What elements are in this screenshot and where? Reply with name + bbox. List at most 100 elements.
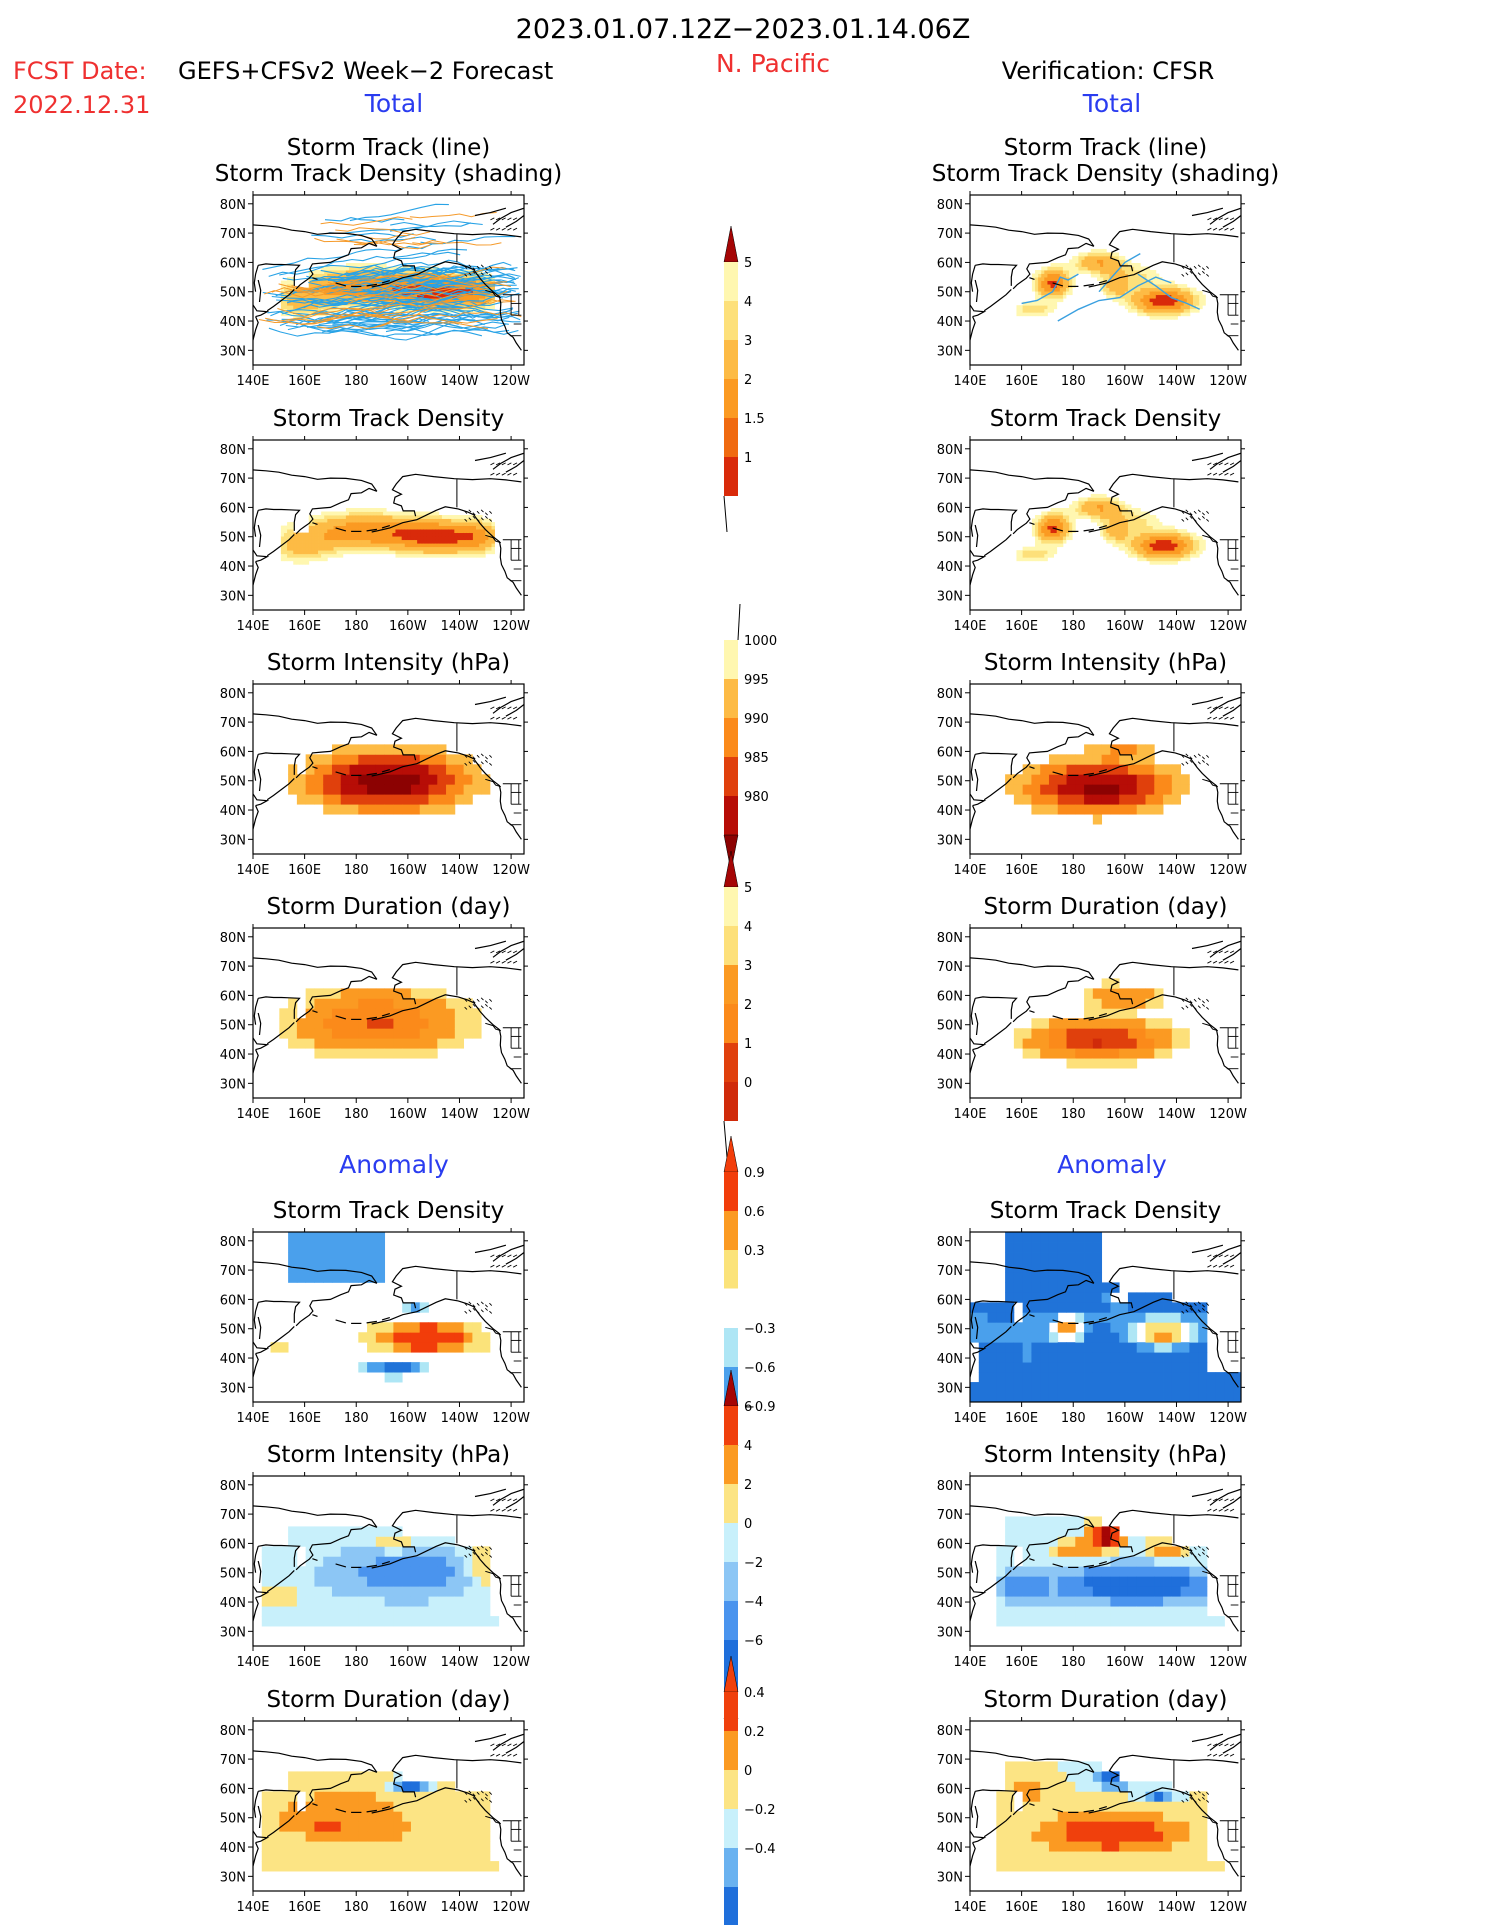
y-tick-label: 30N <box>937 344 963 359</box>
storm-track <box>303 298 457 311</box>
x-tick-label: 180 <box>1061 374 1086 389</box>
storm-track <box>367 283 517 302</box>
colorbar-swatch <box>724 679 738 718</box>
field-va_dur <box>996 1761 1225 1872</box>
y-tick-label: 70N <box>220 960 246 975</box>
storm-track <box>345 259 488 277</box>
colorbar-upper-arrow <box>723 225 739 263</box>
colorbar-label: −4 <box>744 1595 763 1610</box>
colorbar-cb_density: 5 4 3 2 1.5 1 <box>723 225 765 533</box>
colorbar-label: −2 <box>744 1556 763 1571</box>
colorbar-label: 0.9 <box>744 1166 765 1181</box>
colorbar-label: −6 <box>744 1634 763 1649</box>
colorbar-swatch <box>724 965 738 1004</box>
storm-track <box>372 269 514 282</box>
colorbar-cb_anom_int: 6 4 2 0 −2 −4 −6 <box>723 1369 763 1755</box>
y-tick-label: 50N <box>220 1812 246 1827</box>
y-tick-label: 80N <box>937 1479 963 1494</box>
storm-track <box>349 236 436 243</box>
y-tick-label: 70N <box>937 1508 963 1523</box>
colorbar-swatch <box>724 718 738 757</box>
storm-track <box>308 267 470 289</box>
y-tick-label: 40N <box>220 804 246 819</box>
y-tick-label: 60N <box>937 501 963 516</box>
x-tick-label: 140W <box>441 1900 479 1915</box>
coastline-va_dens <box>970 1244 1241 1388</box>
panel-title: Storm Duration (day) <box>267 894 511 920</box>
colorbar-swatch <box>724 1887 738 1925</box>
map-frame <box>252 1720 525 1892</box>
x-tick-label: 140E <box>953 1107 986 1122</box>
map-frame <box>252 683 525 855</box>
x-tick-label: 120W <box>492 1900 530 1915</box>
storm-track <box>262 243 433 270</box>
storm-track <box>291 281 508 294</box>
y-tick-label: 30N <box>220 589 246 604</box>
panel-title: Storm Duration (day) <box>984 1687 1228 1713</box>
y-tick-label: 70N <box>937 472 963 487</box>
map-frame <box>969 1231 1242 1403</box>
y-tick-label: 40N <box>220 1352 246 1367</box>
colorbar-label: 1000 <box>744 634 777 649</box>
colorbar-label: 2 <box>744 373 752 388</box>
panel-title: Storm Track Density <box>990 1198 1221 1224</box>
map-panel-fc_track: Storm Track (line)Storm Track Density (s… <box>215 135 562 389</box>
field-va_int <box>996 1516 1225 1627</box>
colorbar-label: −0.6 <box>744 1361 776 1376</box>
coastline-fa_dens <box>253 1244 524 1388</box>
vf_track-grid <box>1016 248 1206 320</box>
field-fc_density <box>280 508 495 565</box>
colorbar-cb_anom_dur: 0.4 0.2 0 −0.2 −0.4 <box>723 1655 776 1925</box>
storm-track <box>277 307 392 317</box>
coastline-fa_int <box>253 1488 524 1632</box>
x-tick-label: 160W <box>389 1655 427 1670</box>
x-tick-label: 140W <box>441 1411 479 1426</box>
x-tick-label: 140E <box>236 1107 269 1122</box>
y-tick-label: 30N <box>937 1870 963 1885</box>
x-tick-label: 120W <box>1209 1107 1247 1122</box>
x-tick-label: 140W <box>1158 619 1196 634</box>
x-tick-label: 160W <box>1106 1411 1144 1426</box>
x-tick-label: 140W <box>441 619 479 634</box>
y-tick-label: 50N <box>220 1567 246 1582</box>
y-tick-label: 50N <box>220 775 246 790</box>
map-frame <box>969 683 1242 855</box>
va_int-grid <box>996 1516 1225 1627</box>
fcst-date-value: 2022.12.31 <box>13 91 150 119</box>
coastlines <box>253 207 1241 1877</box>
x-tick-label: 120W <box>1209 1655 1247 1670</box>
colorbar-label: 3 <box>744 334 752 349</box>
coastline-fc_int <box>253 696 524 840</box>
x-tick-label: 140E <box>953 1900 986 1915</box>
x-tick-label: 120W <box>1209 1900 1247 1915</box>
map-panel-vf_track: Storm Track (line)Storm Track Density (s… <box>932 135 1279 389</box>
x-tick-label: 160W <box>1106 619 1144 634</box>
map-panel-fc_dur: Storm Duration (day) 140E 160E 180 160W 140W 1… <box>220 894 530 1122</box>
x-tick-label: 160W <box>389 1900 427 1915</box>
coastline-fc_density <box>253 452 524 596</box>
colorbar-swatch <box>724 457 738 496</box>
field-fa_int <box>261 1526 500 1627</box>
storm-track <box>276 291 433 304</box>
y-tick-label: 50N <box>220 1323 246 1338</box>
colorbars: 5 4 3 2 1.5 1 1000 995 990 985 980 5 4 3 2 1 0 0.9 0.6 0.3 −… <box>723 225 777 1925</box>
storm-track <box>327 266 506 287</box>
colorbar-upper-arrow <box>723 850 739 888</box>
x-tick-label: 160W <box>1106 863 1144 878</box>
y-tick-label: 80N <box>220 198 246 213</box>
field-fa_dens <box>270 1232 491 1383</box>
map-panels: Storm Track (line)Storm Track Density (s… <box>215 135 1279 1915</box>
x-tick-label: 160W <box>1106 374 1144 389</box>
y-tick-label: 60N <box>220 1293 246 1308</box>
storm-track <box>412 239 502 246</box>
colorbar-label: −0.4 <box>744 1842 776 1857</box>
map-panel-va_dur: Storm Duration (day) 140E 160E 180 160W 140W 1… <box>937 1687 1247 1915</box>
y-tick-label: 40N <box>220 1841 246 1856</box>
colorbar-label: 0.2 <box>744 1725 765 1740</box>
colorbar-label: 0 <box>744 1076 752 1091</box>
y-tick-label: 40N <box>937 1048 963 1063</box>
panel-title: Storm Intensity (hPa) <box>267 650 510 676</box>
colorbar-swatch <box>724 1523 738 1562</box>
field-vf_density <box>1016 493 1206 565</box>
colorbar-swatch <box>724 418 738 457</box>
